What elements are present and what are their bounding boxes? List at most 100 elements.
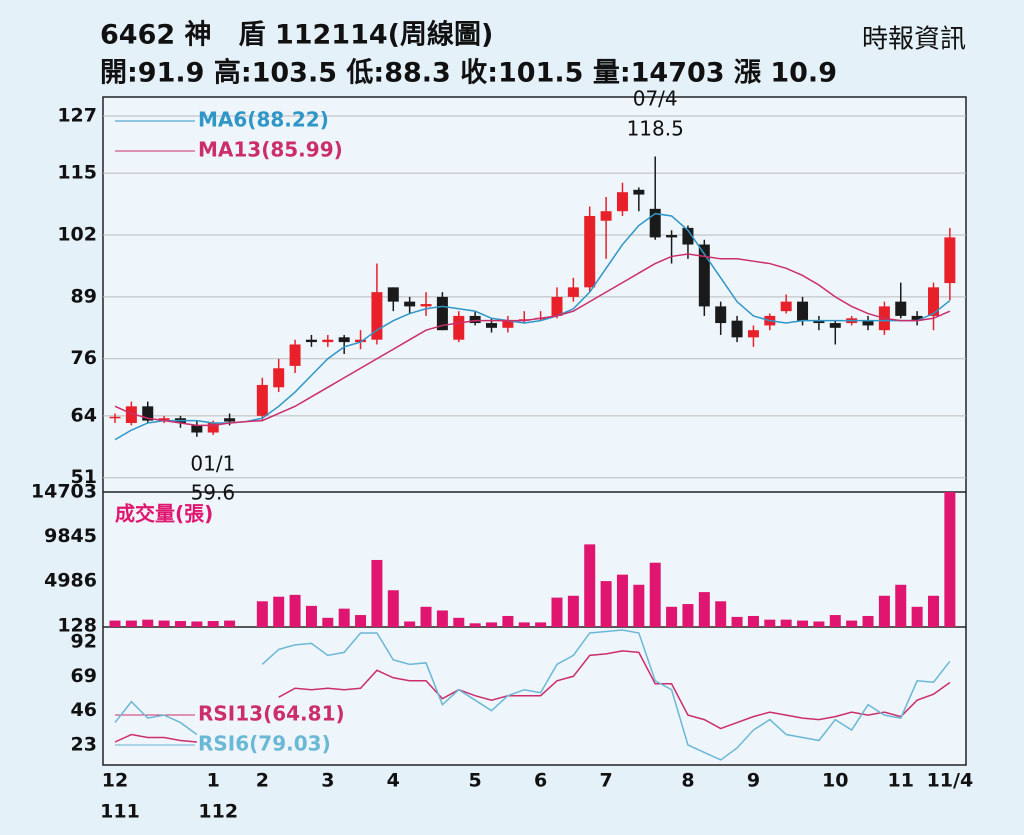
candle-body [747, 330, 759, 338]
volume-bar [256, 601, 268, 627]
candle-body [567, 287, 579, 297]
candle-body [633, 189, 645, 195]
x-tick-label: 12 [102, 770, 128, 792]
volume-bar [109, 620, 121, 627]
candle-body [616, 192, 628, 212]
annotation: 01/1 [190, 452, 235, 476]
candle-body [420, 304, 432, 307]
y-tick-label: 76 [71, 347, 97, 369]
x-tick-label: 2 [256, 770, 269, 792]
volume-bar [731, 616, 743, 627]
x-tick-label: 6 [534, 770, 547, 792]
x-tick-label: 8 [681, 770, 694, 792]
x-tick-label: 5 [469, 770, 482, 792]
y-tick-label: 89 [71, 285, 97, 307]
candle-body [256, 384, 268, 416]
candle-body [780, 301, 792, 312]
volume-bar [682, 604, 694, 627]
x-tick-label: 112 [198, 801, 238, 823]
volume-bar [567, 595, 579, 627]
y-tick-label: 46 [71, 699, 97, 721]
volume-bar [207, 621, 219, 627]
candle-body [469, 315, 481, 324]
volume-bar [518, 622, 530, 627]
volume-bar [895, 584, 907, 627]
y-tick-label: 127 [57, 105, 97, 127]
candle-body [502, 320, 514, 328]
candle-body [682, 227, 694, 245]
candle-body [813, 320, 825, 324]
y-tick-label: 14703 [31, 481, 97, 503]
candle-body [158, 418, 170, 421]
volume-bar [125, 620, 137, 627]
y-tick-label: 102 [57, 224, 97, 246]
volume-bar [797, 620, 809, 627]
candle-body [453, 315, 465, 340]
candle-body [371, 292, 383, 340]
volume-bar [862, 615, 874, 627]
x-tick-label: 7 [599, 770, 612, 792]
rsi-line [114, 629, 951, 761]
candle-body [224, 418, 236, 422]
annotation: 118.5 [627, 117, 684, 141]
volume-bar [846, 620, 858, 627]
volume-bar [944, 492, 956, 627]
volume-bar [355, 615, 367, 627]
volume-bar [829, 615, 841, 627]
y-tick-label: 128 [57, 614, 97, 636]
y-tick-label: 92 [71, 630, 97, 652]
candle-body [305, 339, 317, 343]
y-tick-label: 23 [71, 733, 97, 755]
header-source: 時報資訊 [862, 25, 966, 55]
x-tick-label: 3 [321, 770, 334, 792]
candle-body [109, 416, 121, 419]
candle-body [829, 323, 841, 328]
volume-bar [289, 594, 301, 627]
candle-body [486, 323, 498, 328]
volume-bar [191, 621, 203, 627]
volume-bar [584, 544, 596, 627]
volume-bar [387, 590, 399, 627]
plot-frame [102, 96, 967, 766]
ma-line [114, 212, 951, 441]
candle-body [731, 320, 743, 338]
candle-body [895, 301, 907, 316]
legend-label: RSI13(64.81) [198, 702, 345, 726]
volume-bar [371, 559, 383, 627]
volume-bar [666, 606, 678, 627]
x-tick-label: 111 [100, 801, 140, 823]
candle-body [289, 344, 301, 366]
volume-bar [600, 581, 612, 627]
candle-body [338, 337, 350, 343]
candle-body [928, 287, 939, 316]
volume-bar [404, 621, 416, 627]
candle-body [944, 237, 956, 284]
volume-bar [535, 622, 547, 627]
volume-bar [142, 619, 154, 627]
volume-bar [698, 592, 710, 627]
x-tick-label: 1 [207, 770, 220, 792]
candle-body [207, 422, 219, 433]
volume-bar [273, 596, 285, 627]
volume-bar [928, 595, 939, 627]
candle-body [191, 425, 203, 433]
candle-body [584, 215, 596, 288]
y-tick-label: 4986 [44, 570, 97, 592]
candle-body [355, 339, 367, 343]
annotation: 59.6 [191, 481, 236, 505]
annotation: 07/4 [633, 87, 678, 111]
volume-bar [616, 574, 628, 627]
legend-label: RSI6(79.03) [198, 732, 331, 756]
candle-body [715, 306, 727, 324]
y-tick-label: 115 [57, 162, 97, 184]
ma-line [114, 253, 951, 427]
x-tick-label: 10 [822, 770, 848, 792]
volume-bar [322, 617, 334, 627]
volume-bar [878, 595, 890, 627]
candle-body [322, 339, 334, 343]
volume-bar [715, 601, 727, 627]
candle-body [404, 301, 416, 307]
candle-body [551, 296, 563, 316]
volume-bar [747, 615, 759, 627]
panel-title: 成交量(張) [115, 502, 213, 526]
